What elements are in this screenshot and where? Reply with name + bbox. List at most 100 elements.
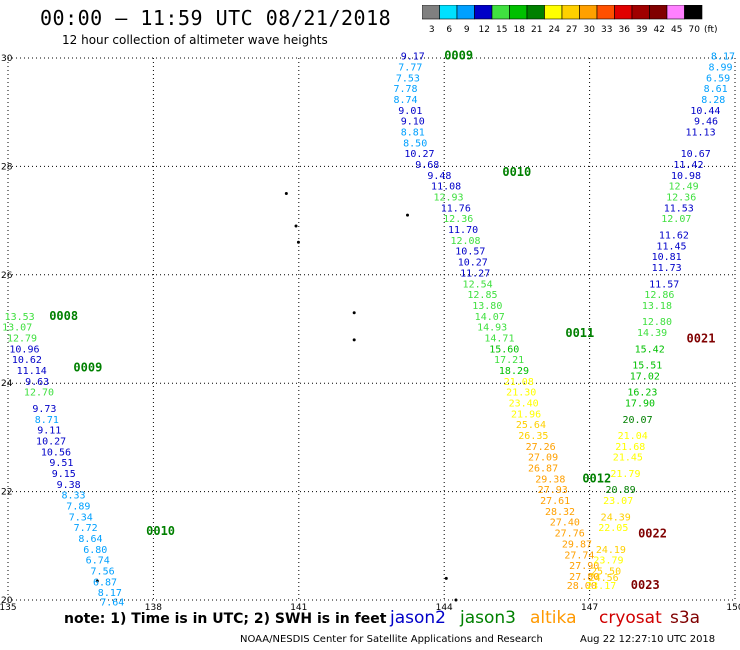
wave-height-value: 21.96 xyxy=(511,409,541,420)
legend-entry-altika: altika xyxy=(530,608,577,628)
wave-height-value: 23.17 xyxy=(586,581,616,592)
wave-height-value: 11.13 xyxy=(686,128,716,139)
wave-height-value: 8.81 xyxy=(401,128,425,139)
colorbar-tick-label: 18 xyxy=(514,25,526,35)
wave-height-value: 23.40 xyxy=(509,399,539,410)
wave-height-value: 27.09 xyxy=(528,453,558,464)
island-marker xyxy=(296,240,300,244)
wave-height-value: 21.45 xyxy=(613,453,643,464)
wave-height-value: 9.15 xyxy=(52,469,76,480)
track-label: 0012 xyxy=(582,471,611,485)
legend-entry-s3a: s3a xyxy=(670,608,701,628)
colorbar-tick-label: 36 xyxy=(619,25,631,35)
track-label: 0023 xyxy=(631,578,660,592)
colorbar-tick-label: 3 xyxy=(429,25,435,35)
wave-height-value: 7.53 xyxy=(396,73,420,84)
track-label: 0010 xyxy=(502,165,531,179)
wave-height-value: 12.80 xyxy=(642,317,672,328)
wave-height-value: 7.72 xyxy=(74,523,98,534)
wave-height-value: 11.14 xyxy=(17,366,47,377)
wave-height-value: 12.08 xyxy=(450,236,480,247)
wave-height-value: 10.81 xyxy=(652,252,682,263)
island-marker xyxy=(284,192,288,195)
island-marker xyxy=(352,311,356,315)
wave-height-value: 6.74 xyxy=(86,556,110,567)
wave-height-value: 11.57 xyxy=(649,279,679,290)
wave-height-value: 7.78 xyxy=(393,84,417,95)
wave-height-value: 12.85 xyxy=(467,290,497,301)
wave-height-value: 17.21 xyxy=(494,355,524,366)
wave-height-value: 27.90 xyxy=(569,561,599,572)
wave-height-value: 8.28 xyxy=(701,95,725,106)
colorbar-tick-label: 39 xyxy=(636,25,648,35)
footnote: note: 1) Time is in UTC; 2) SWH is in fe… xyxy=(64,611,387,627)
wave-height-value: 10.57 xyxy=(455,247,485,258)
wave-height-value: 11.27 xyxy=(460,268,490,279)
wave-height-value: 9.46 xyxy=(694,117,718,128)
y-tick-label: 28 xyxy=(1,162,13,172)
wave-height-value: 27.40 xyxy=(550,518,580,529)
y-tick-label: 22 xyxy=(1,488,12,498)
wave-height-value: 27.80 xyxy=(569,572,599,583)
wave-height-value: 14.71 xyxy=(484,333,514,344)
wave-height-value: 9.68 xyxy=(415,160,439,171)
wave-height-value: 11.73 xyxy=(652,263,682,274)
wave-height-value: 8.64 xyxy=(78,534,102,545)
wave-height-value: 6.80 xyxy=(83,545,107,556)
wave-height-value: 16.23 xyxy=(627,388,657,399)
wave-height-value: 11.45 xyxy=(656,241,686,252)
colorbar-tick-label: 24 xyxy=(549,25,561,35)
wave-height-value: 15.51 xyxy=(632,361,662,372)
wave-height-value: 12.86 xyxy=(644,290,674,301)
wave-height-value: 9.01 xyxy=(398,106,422,117)
track-label: 0009 xyxy=(444,49,473,63)
island-marker xyxy=(444,576,448,580)
wave-height-value: 22.05 xyxy=(598,523,628,534)
x-tick-label: 150 xyxy=(726,603,740,610)
wave-height-value: 12.93 xyxy=(433,193,463,204)
x-tick-label: 141 xyxy=(290,603,307,610)
y-tick-label: 24 xyxy=(1,379,13,389)
chart-subtitle: 12 hour collection of altimeter wave hei… xyxy=(62,33,328,47)
wave-height-value: 12.79 xyxy=(7,333,37,344)
wave-height-value: 10.56 xyxy=(41,447,71,458)
wave-height-value: 28.32 xyxy=(545,507,575,518)
credit-line: NOAA/NESDIS Center for Satellite Applica… xyxy=(240,634,543,645)
wave-height-value: 23.07 xyxy=(603,496,633,507)
track-label: 0010 xyxy=(146,524,175,538)
wave-height-value: 29.87 xyxy=(562,539,592,550)
wave-height-value: 7.34 xyxy=(69,512,93,523)
wave-height-value: 21.68 xyxy=(615,442,645,453)
track-label: 0009 xyxy=(73,360,102,374)
wave-height-value: 9.11 xyxy=(37,426,61,437)
colorbar-swatch xyxy=(684,5,703,20)
wave-height-value: 7.89 xyxy=(66,501,90,512)
wave-height-value: 29.38 xyxy=(535,474,565,485)
island-marker xyxy=(95,579,99,583)
wave-height-value: 12.36 xyxy=(666,193,696,204)
colorbar-tick-label: 33 xyxy=(601,25,612,35)
wave-height-value: 24.56 xyxy=(589,573,619,584)
colorbar-tick-label: 30 xyxy=(584,25,596,35)
x-tick-label: 147 xyxy=(581,603,598,610)
legend-entry-jason2: jason2 xyxy=(390,608,446,628)
colorbar-tick-label: 27 xyxy=(566,25,577,35)
island-marker xyxy=(294,224,298,228)
wave-height-value: 11.62 xyxy=(659,230,689,241)
wave-height-value: 21.08 xyxy=(504,377,534,388)
wave-height-value: 6.59 xyxy=(706,73,730,84)
colorbar-tick-label: 15 xyxy=(496,25,507,35)
colorbar-tick-label: 70 xyxy=(689,25,701,35)
wave-height-value: 10.96 xyxy=(9,344,39,355)
wave-height-value: 27.93 xyxy=(538,485,568,496)
colorbar-tick-label: 12 xyxy=(479,25,490,35)
wave-height-value: 28.00 xyxy=(567,581,597,592)
wave-height-value: 11.76 xyxy=(441,203,471,214)
y-tick-label: 30 xyxy=(1,54,13,64)
wave-height-value: 12.54 xyxy=(463,279,493,290)
island-marker xyxy=(406,213,409,217)
wave-height-value: 10.62 xyxy=(12,355,42,366)
wave-height-value: 9.38 xyxy=(57,480,81,491)
wave-height-value: 15.42 xyxy=(635,344,665,355)
y-tick-label: 26 xyxy=(1,271,13,281)
